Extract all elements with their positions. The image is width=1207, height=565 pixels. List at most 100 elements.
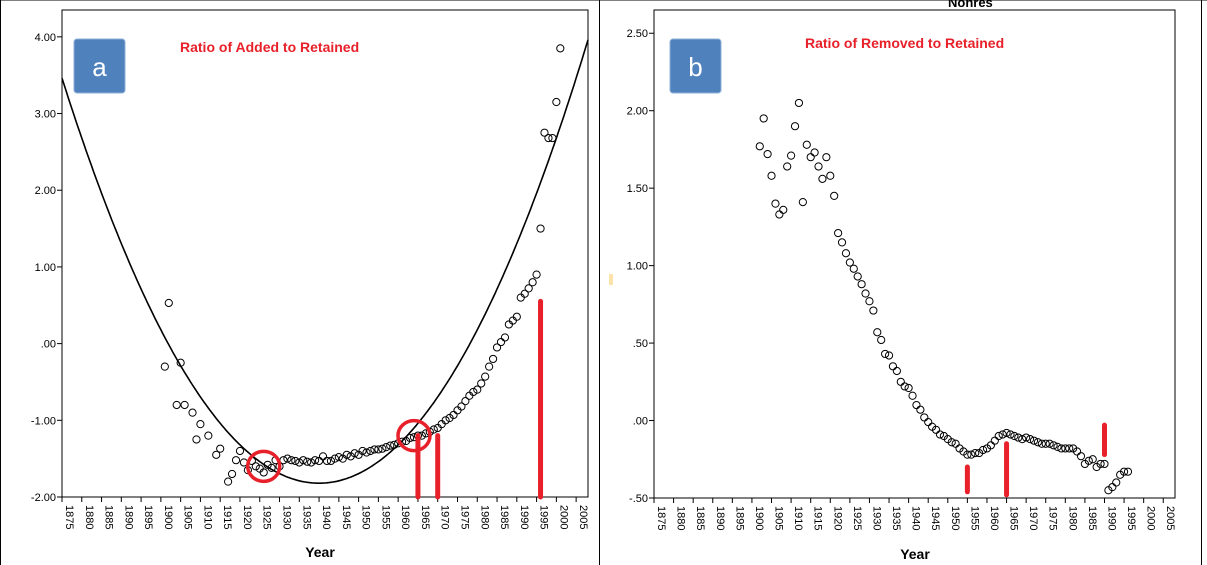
data-point [374,445,383,454]
data-point [386,441,395,450]
data-point [794,98,804,108]
y-tick-label: 2.00 [627,106,648,118]
x-tick-label: 1955 [379,505,391,529]
panel-b-title: Ratio of Removed to Retained [805,35,1004,51]
data-point [235,446,245,456]
x-tick-label: 1890 [714,506,726,530]
data-point [481,372,490,381]
data-point [759,114,768,123]
data-point [556,44,565,53]
x-tick-label: 1965 [419,505,431,529]
x-tick-label: 1910 [792,506,804,530]
x-tick-label: 1905 [182,505,194,529]
x-tick-label: 1895 [733,506,745,530]
data-point [1100,459,1109,469]
annotation-circle [245,449,282,484]
x-tick-label: 1970 [1027,506,1039,530]
data-point [1002,428,1011,438]
x-tick-label: 1895 [142,505,154,529]
data-point [1045,439,1054,448]
data-point [1006,430,1015,439]
panel-b-x-axis: 1875 1880 1885 1890 1895 1900 1905 1910 1915 1920… [653,498,1176,530]
x-tick-label: 1955 [968,506,980,530]
data-point [552,97,561,107]
data-point [164,298,173,308]
x-tick-label: 2000 [1145,506,1157,530]
data-point [176,358,185,367]
data-point [865,297,874,306]
data-point [841,249,851,258]
x-tick-label: 1950 [360,505,372,529]
x-tick-label: 1905 [773,506,785,530]
x-tick-label: 1995 [1125,506,1137,530]
x-tick-label: 1990 [518,505,530,529]
data-point [520,289,529,298]
partial-header-text: Nonres [948,0,993,10]
data-point [488,354,498,364]
panel-b: 2.502.001.501.00.50.00-.50 1875 1880 1885 1… [627,9,1176,562]
stray-mark [609,274,613,285]
panel-a-badge-box [73,38,126,94]
x-tick-label: 1945 [340,505,352,529]
data-point [350,449,359,458]
x-tick-label: 1885 [103,505,115,529]
data-point [287,456,296,465]
x-tick-label: 1985 [498,505,510,529]
data-point [216,444,225,453]
x-tick-label: 1980 [478,505,490,529]
data-point [963,450,972,459]
x-tick-label: 1935 [890,506,902,530]
data-point [1088,455,1097,464]
data-point [830,191,839,201]
data-point [861,289,870,298]
data-point [853,272,862,281]
panel-a: 4.003.002.001.00.00-1.00-2.00 1875 1880 18… [31,9,589,560]
data-point [869,306,878,315]
x-tick-label: 1900 [753,506,765,530]
panel-a-annotations [245,298,544,500]
data-point [544,133,553,143]
data-point [441,416,450,425]
data-point [1041,439,1050,448]
data-point [845,258,854,267]
data-point [978,445,988,455]
x-tick-label: 1930 [281,505,293,529]
y-tick-label: 2.00 [35,185,56,197]
data-point [457,402,466,411]
data-point [485,362,494,371]
data-point [1018,435,1027,444]
data-point [881,349,890,359]
panel-a-points [160,44,565,486]
x-tick-label: 1915 [221,505,233,529]
x-tick-label: 1980 [1066,506,1078,530]
panel-a-y-axis: 4.00 3.00 2.00 1.00 .00 -1.00 -2.00 [31,32,62,504]
data-point [227,469,237,479]
x-tick-label: 1960 [988,506,1000,530]
data-point [536,224,545,233]
data-point [1049,441,1058,450]
data-point [971,448,980,458]
data-point [477,379,486,388]
panel-b-xlabel: Year [900,546,930,562]
x-tick-label: 1890 [122,505,134,529]
data-point [904,383,913,393]
data-point [1076,452,1086,461]
data-point [473,385,482,394]
panel-a-xlabel: Year [305,544,335,560]
data-point [935,430,945,439]
x-tick-label: 1985 [1086,506,1098,530]
data-point [884,351,894,360]
data-point [382,443,391,452]
x-tick-label: 1945 [929,506,941,530]
x-tick-label: 1910 [201,505,213,529]
x-tick-label: 1900 [162,505,174,529]
data-point [810,148,819,157]
data-point [160,362,169,371]
data-point [231,456,241,465]
panel-a-plot-area [61,9,589,498]
y-tick-label: -.50 [629,493,648,505]
data-point [524,284,533,293]
panel-a-fit-line [61,39,589,484]
data-point [916,405,925,414]
x-tick-label: 1875 [655,506,667,530]
